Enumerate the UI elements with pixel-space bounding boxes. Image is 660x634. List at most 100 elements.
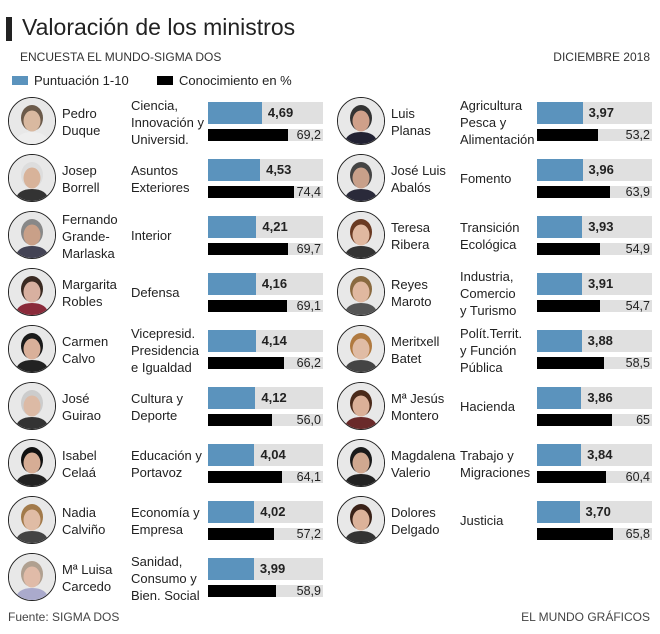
score-bar — [208, 387, 256, 409]
minister-name: Pedro Duque — [62, 105, 100, 139]
portrait-icon — [338, 269, 384, 315]
knowledge-label: 64,1 — [296, 470, 321, 484]
department-line: Migraciones — [460, 465, 531, 480]
minister-name-line: Mª Luisa — [62, 562, 113, 577]
minister-name-line: Robles — [62, 294, 103, 309]
minister-name-line: Batet — [391, 351, 422, 366]
department: Sanidad, Consumo y Bien. Social — [131, 553, 200, 604]
minister-name: Carmen Calvo — [62, 333, 108, 367]
department-line: Transición — [460, 220, 520, 235]
department-line: Justicia — [460, 513, 504, 528]
score-bar — [208, 159, 261, 181]
minister-photo — [8, 325, 56, 373]
minister-name-line: Mª Jesús — [391, 391, 445, 406]
department-line: Alimentación — [460, 132, 535, 147]
department-line: Exteriores — [131, 180, 190, 195]
department-line: Consumo y — [131, 571, 197, 586]
department-line: Fomento — [460, 171, 512, 186]
knowledge-label: 66,2 — [296, 356, 321, 370]
knowledge-label: 60,4 — [625, 470, 650, 484]
score-bar — [537, 102, 583, 124]
minister-name-line: Delgado — [391, 522, 440, 537]
department: Hacienda — [460, 398, 515, 415]
legend-swatch-score — [12, 76, 28, 85]
score-bar — [537, 387, 582, 409]
minister-row: Josep Borrell Asuntos Exteriores 4,53 74,4 — [8, 152, 338, 209]
department-line: Trabajo y — [460, 448, 514, 463]
score-label: 4,16 — [261, 276, 288, 291]
minister-name-line: Teresa — [391, 220, 431, 235]
knowledge-track: 54,9 — [537, 242, 652, 256]
department-line: Universid. — [131, 132, 189, 147]
credit: EL MUNDO GRÁFICOS — [521, 610, 650, 624]
minister-name-line: Margarita — [62, 277, 117, 292]
minister-photo — [8, 496, 56, 544]
department-line: Interior — [131, 228, 172, 243]
minister-name-line: Borrell — [62, 180, 100, 195]
department-line: Empresa — [131, 522, 184, 537]
score-track: 3,84 — [537, 444, 652, 466]
date: DICIEMBRE 2018 — [553, 50, 650, 64]
portrait-icon — [9, 212, 55, 258]
portrait-icon — [9, 497, 55, 543]
knowledge-label: 69,1 — [296, 299, 321, 313]
knowledge-track: 58,9 — [208, 584, 323, 598]
department-line: e Igualdad — [131, 360, 192, 375]
minister-photo — [337, 268, 385, 316]
portrait-icon — [338, 155, 384, 201]
department-line: Innovación y — [131, 115, 204, 130]
page-title: Valoración de los ministros — [5, 14, 295, 41]
knowledge-bar — [537, 243, 601, 255]
knowledge-track: 69,2 — [208, 128, 323, 142]
score-bar — [208, 330, 256, 352]
department: Transición Ecológica — [460, 219, 519, 253]
score-label: 3,91 — [587, 276, 614, 291]
knowledge-track: 64,1 — [208, 470, 323, 484]
minister-name-line: Reyes — [391, 277, 428, 292]
knowledge-label: 63,9 — [625, 185, 650, 199]
score-track: 4,16 — [208, 273, 323, 295]
knowledge-label: 69,2 — [296, 128, 321, 142]
knowledge-bar — [537, 129, 599, 141]
portrait-icon — [9, 98, 55, 144]
minister-photo — [337, 97, 385, 145]
minister-name-line: Abalós — [391, 180, 431, 195]
department-line: Defensa — [131, 285, 180, 300]
department-line: Pública — [460, 360, 503, 375]
department: Ciencia, Innovación y Universid. — [131, 97, 204, 148]
minister-name-line: Pedro — [62, 106, 97, 121]
portrait-icon — [9, 155, 55, 201]
department-line: Deporte — [131, 408, 178, 423]
department-line: Pesca y — [460, 115, 507, 130]
department-line: y Función — [460, 343, 517, 358]
score-track: 3,97 — [537, 102, 652, 124]
minister-name: Margarita Robles — [62, 276, 117, 310]
knowledge-bar — [208, 528, 274, 540]
department: Vicepresid. Presidencia e Igualdad — [131, 325, 199, 376]
portrait-icon — [9, 326, 55, 372]
legend-score: Puntuación 1-10 — [12, 73, 129, 88]
minister-row: Teresa Ribera Transición Ecológica 3,93 54… — [337, 209, 660, 266]
knowledge-bar — [208, 186, 294, 198]
knowledge-track: 74,4 — [208, 185, 323, 199]
minister-name: Meritxell Batet — [391, 333, 439, 367]
minister-name-line: Meritxell — [391, 334, 440, 349]
knowledge-label: 74,4 — [296, 185, 321, 199]
minister-photo — [8, 268, 56, 316]
minister-name: Luis Planas — [391, 105, 431, 139]
legend-swatch-knowledge — [157, 76, 173, 85]
department: Defensa — [131, 284, 179, 301]
minister-name-line: Guirao — [62, 408, 102, 423]
minister-name-line: José — [62, 391, 90, 406]
knowledge-bar — [208, 243, 289, 255]
knowledge-track: 65,8 — [537, 527, 652, 541]
score-bar — [537, 330, 582, 352]
portrait-icon — [338, 326, 384, 372]
score-bar — [208, 102, 262, 124]
score-label: 3,96 — [588, 162, 614, 177]
knowledge-bar — [537, 300, 600, 312]
knowledge-label: 65,8 — [625, 527, 650, 541]
legend-knowledge: Conocimiento en % — [157, 73, 292, 88]
score-track: 4,69 — [208, 102, 323, 124]
score-label: 3,99 — [259, 561, 286, 576]
